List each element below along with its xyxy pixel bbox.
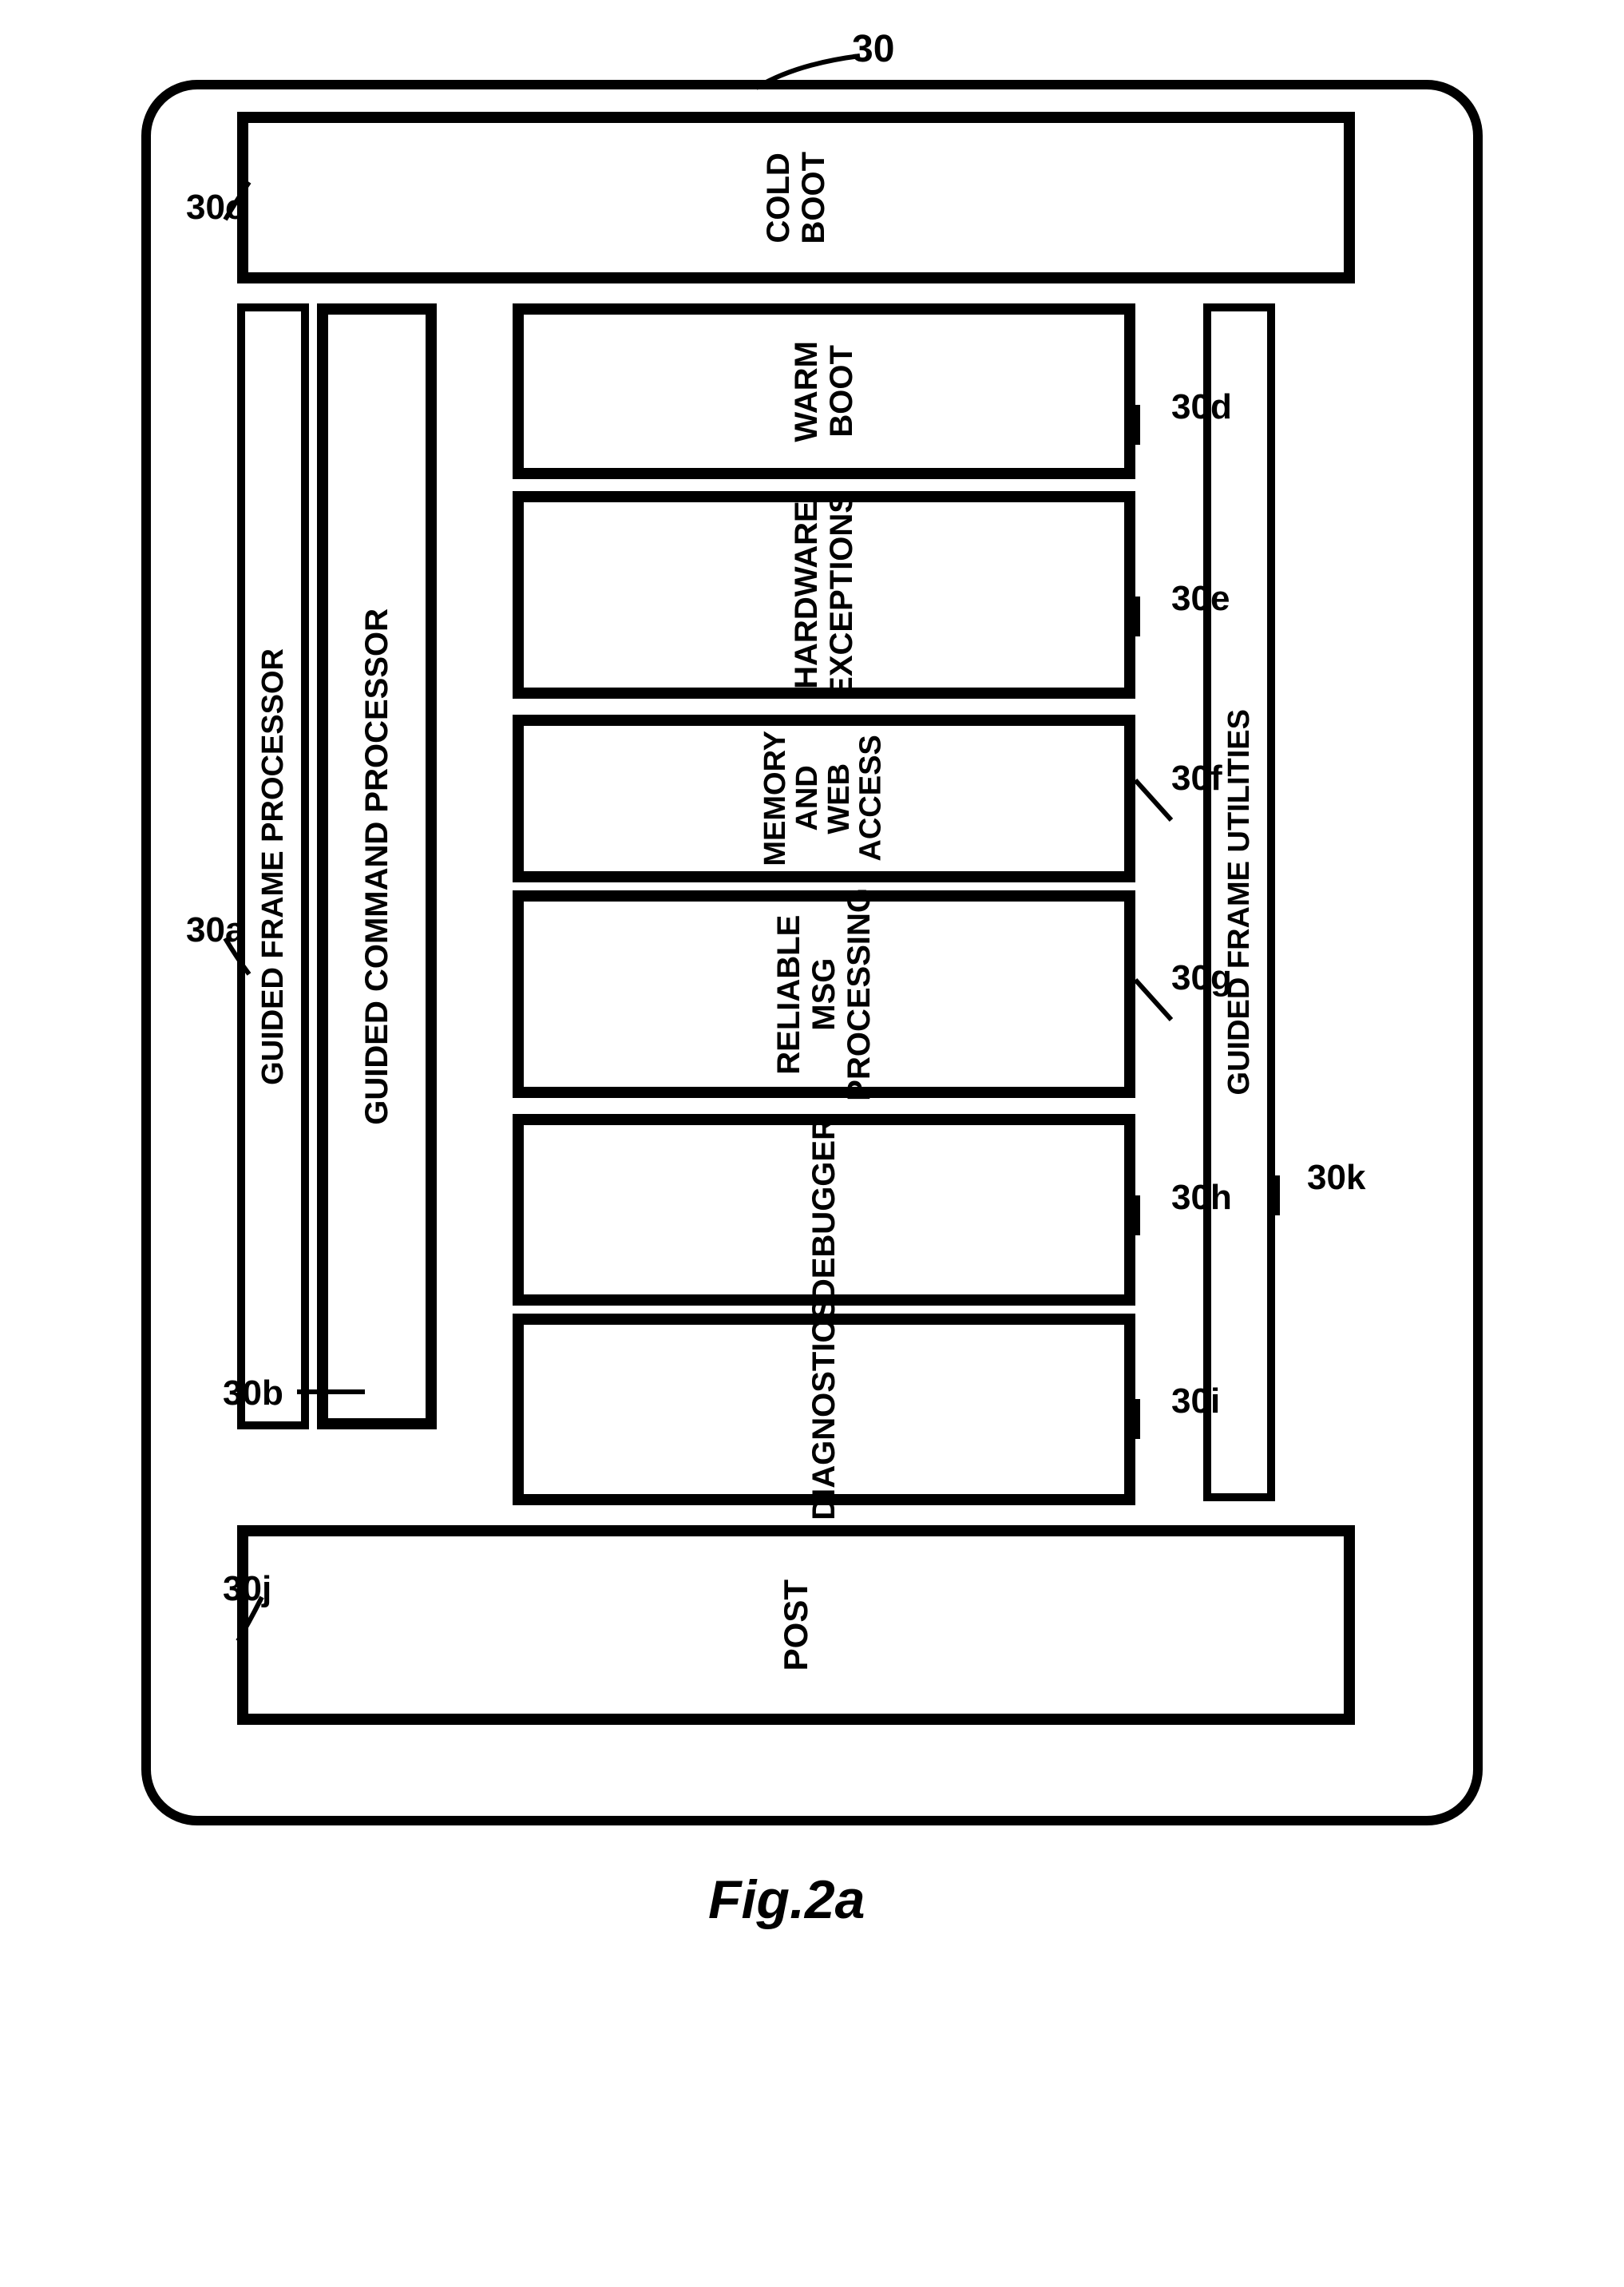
lead-30a — [221, 934, 253, 982]
box-diagnostics: DIAGNOSTICS — [513, 1314, 1135, 1505]
box-mem-label: MEMORYANDWEBACCESS — [760, 731, 888, 866]
ref-30e: 30e — [1171, 579, 1230, 619]
lead-30c — [221, 176, 253, 224]
box-post: POST — [237, 1525, 1355, 1725]
box-warm-boot-label: WARMBOOT — [789, 341, 859, 442]
ref-30g: 30g — [1171, 958, 1232, 998]
box-gfu: GUIDED FRAME UTILITIES — [1203, 303, 1275, 1501]
diagram-canvas: 30 COLDBOOT /* override cold boot to sho… — [93, 32, 1531, 2028]
ref-30i: 30i — [1171, 1381, 1220, 1421]
box-gfp: GUIDED FRAME PROCESSOR — [237, 303, 309, 1429]
lead-30j — [234, 1593, 266, 1649]
lead-30h — [1135, 1195, 1140, 1235]
ref-30h: 30h — [1171, 1178, 1232, 1218]
box-diag-label: DIAGNOSTICS — [806, 1298, 842, 1520]
box-cold-boot-label: COLDBOOT — [761, 152, 831, 244]
box-cold-boot: COLDBOOT — [237, 112, 1355, 283]
lead-30b — [297, 1389, 365, 1394]
box-gfu-label: GUIDED FRAME UTILITIES — [1222, 709, 1257, 1095]
lead-30e — [1135, 597, 1140, 636]
box-post-label: POST — [777, 1579, 815, 1671]
box-msg-label: RELIABLEMSGPROCESSING — [771, 888, 877, 1101]
lead-30f — [1131, 776, 1179, 824]
box-hw-exceptions: HARDWAREEXCEPTIONS — [513, 491, 1135, 699]
box-gcp: GUIDED COMMAND PROCESSOR — [317, 303, 437, 1429]
figure-caption: Fig.2a — [708, 1869, 865, 1931]
ref-30k: 30k — [1307, 1158, 1365, 1198]
box-debugger: DEBUGGER — [513, 1114, 1135, 1306]
lead-30d — [1135, 405, 1140, 445]
box-gfp-label: GUIDED FRAME PROCESSOR — [256, 648, 291, 1085]
box-warm-boot: WARMBOOT — [513, 303, 1135, 479]
box-msg-processing: RELIABLEMSGPROCESSING — [513, 890, 1135, 1098]
box-memory-web: MEMORYANDWEBACCESS — [513, 715, 1135, 882]
lead-30i — [1135, 1399, 1140, 1439]
lead-30g — [1131, 976, 1179, 1024]
ref-30d: 30d — [1171, 387, 1232, 427]
box-gcp-label: GUIDED COMMAND PROCESSOR — [359, 608, 395, 1125]
lead-30k — [1275, 1175, 1280, 1215]
box-dbg-label: DEBUGGER — [806, 1117, 842, 1302]
box-hw-label: HARDWAREEXCEPTIONS — [789, 492, 859, 698]
ref-30b: 30b — [223, 1373, 283, 1413]
